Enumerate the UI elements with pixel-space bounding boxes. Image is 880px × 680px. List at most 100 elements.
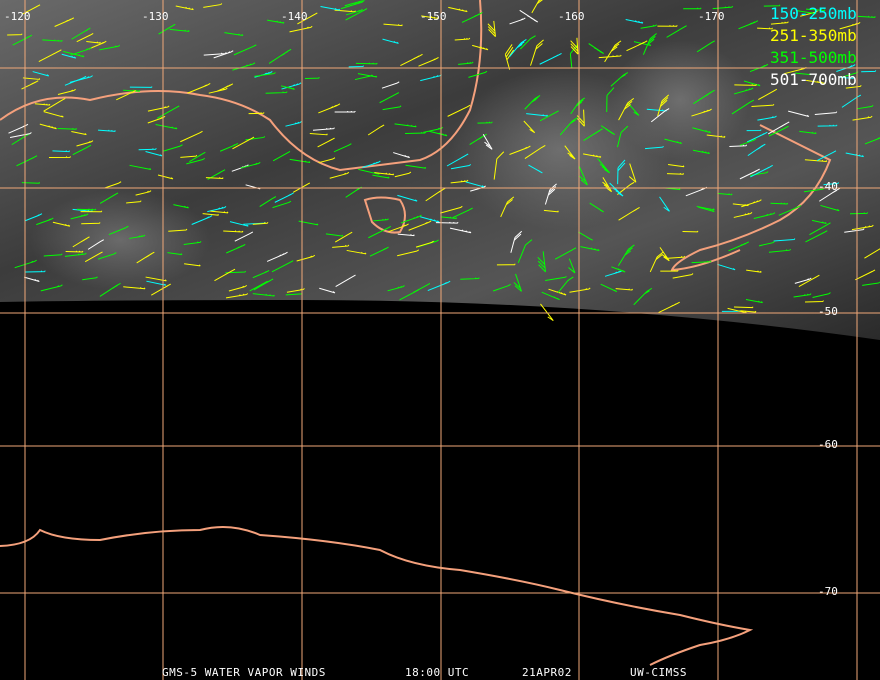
legend-entry: 351-500mb xyxy=(770,48,857,67)
wind-barb xyxy=(729,144,748,148)
wind-barb xyxy=(509,17,526,25)
wind-barb xyxy=(757,27,773,30)
wind-barb xyxy=(862,281,880,286)
wind-barb xyxy=(851,224,874,231)
wind-barb xyxy=(564,145,576,160)
wind-barb xyxy=(454,37,471,41)
wind-barb xyxy=(248,112,265,115)
wind-barb xyxy=(249,280,268,292)
footer-text: 18:00 UTC xyxy=(405,666,469,679)
wind-barb xyxy=(668,164,685,168)
wind-barb xyxy=(346,8,363,16)
wind-barb xyxy=(335,274,356,287)
wind-barb xyxy=(739,168,760,180)
wind-barb xyxy=(788,110,810,117)
wind-barb xyxy=(600,283,618,293)
wind-barb xyxy=(420,216,440,223)
wind-barb xyxy=(524,145,546,159)
wind-barb xyxy=(767,121,790,135)
wind-barb xyxy=(611,266,626,273)
wind-barb xyxy=(104,181,122,189)
wind-barb xyxy=(136,251,155,264)
wind-barb xyxy=(739,138,757,146)
wind-barb xyxy=(240,161,261,169)
wind-barb xyxy=(253,278,274,291)
wind-barb xyxy=(332,244,350,248)
wind-barb xyxy=(64,75,87,86)
wind-barb xyxy=(806,8,826,11)
wind-barb xyxy=(855,269,876,281)
wind-barb xyxy=(99,282,121,297)
wind-barb xyxy=(839,76,855,79)
wind-barb xyxy=(524,94,541,110)
wind-barb xyxy=(354,74,373,81)
wind-barb xyxy=(692,149,710,154)
wind-barb xyxy=(446,153,469,167)
wind-barb xyxy=(740,310,757,313)
legend-entry: 251-350mb xyxy=(770,26,857,45)
wind-barb xyxy=(145,150,163,157)
wind-barb xyxy=(189,151,206,163)
wind-barb xyxy=(76,140,94,147)
wind-barb xyxy=(820,204,840,212)
wind-barb xyxy=(87,239,104,250)
wind-barb xyxy=(274,192,294,203)
wind-barb xyxy=(816,150,837,161)
wind-barb xyxy=(191,215,213,225)
wind-barb xyxy=(658,301,680,314)
wind-barb xyxy=(509,39,527,57)
wind-barb xyxy=(602,177,613,193)
wind-barb xyxy=(778,205,802,216)
wind-barb xyxy=(758,241,775,247)
wind-barb xyxy=(649,251,664,273)
wind-barb xyxy=(156,105,180,119)
legend-entry: 150-250mb xyxy=(770,4,857,23)
wind-barb xyxy=(814,111,838,116)
wind-barb xyxy=(169,28,190,32)
wind-barbs xyxy=(7,0,880,322)
wind-barb xyxy=(203,3,223,8)
wind-barb xyxy=(408,220,432,231)
wind-barb xyxy=(43,253,63,257)
wind-barb xyxy=(65,250,84,253)
wind-barb xyxy=(610,72,629,87)
wind-barb xyxy=(504,44,515,70)
wind-barb xyxy=(449,227,472,234)
wind-barb xyxy=(615,288,633,291)
wind-barb xyxy=(292,182,311,193)
wind-barb xyxy=(289,25,313,33)
wind-barb xyxy=(440,216,458,220)
wind-barb xyxy=(845,152,864,158)
wind-barb xyxy=(733,306,754,309)
wind-barb xyxy=(99,192,119,204)
wind-barb xyxy=(589,202,604,213)
wind-barb xyxy=(267,19,285,24)
wind-barb xyxy=(554,247,577,260)
wind-barb xyxy=(304,77,320,79)
wind-barb xyxy=(625,18,644,24)
wind-barb xyxy=(747,143,766,157)
wind-barb xyxy=(758,88,778,101)
wind-barb xyxy=(588,43,604,55)
wind-barb xyxy=(180,130,203,143)
wind-barb xyxy=(72,208,93,212)
wind-barb xyxy=(733,212,753,218)
wind-barb xyxy=(205,177,224,180)
wind-barb xyxy=(82,276,98,281)
wind-barb xyxy=(379,92,400,104)
wind-barb xyxy=(24,213,43,222)
wind-barb xyxy=(80,210,103,213)
wind-barb xyxy=(517,239,533,264)
wind-barb xyxy=(640,24,657,29)
wind-barb xyxy=(202,213,219,216)
wind-barb xyxy=(158,23,176,35)
wind-barb xyxy=(509,145,531,155)
wind-barb xyxy=(70,47,92,56)
wind-barb xyxy=(394,123,417,128)
wind-barb xyxy=(804,159,828,162)
wind-barb xyxy=(334,111,356,113)
wind-barb xyxy=(468,70,488,78)
wind-barb xyxy=(318,157,336,164)
wind-barb xyxy=(61,53,77,59)
wind-barb xyxy=(138,148,157,151)
